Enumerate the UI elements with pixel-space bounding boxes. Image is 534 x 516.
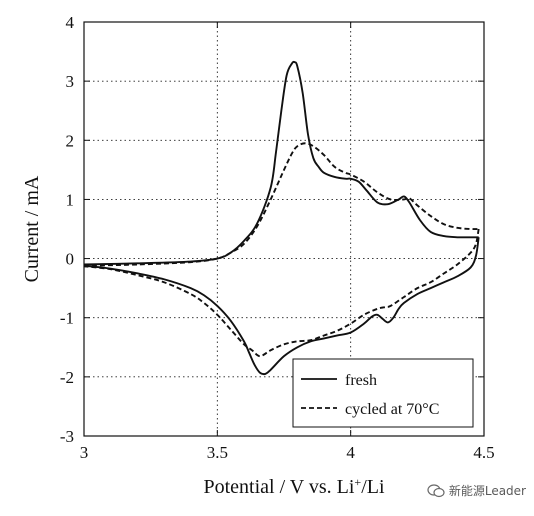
y-tick-label: 4 [66, 13, 75, 32]
legend-label-fresh: fresh [345, 372, 377, 389]
y-tick-label: 1 [66, 190, 75, 209]
series-line-fresh-anodic [83, 60, 479, 266]
x-tick-label: 3.5 [207, 443, 228, 462]
x-axis-title-tail: /Li [361, 476, 385, 498]
x-tick-label: 4.5 [473, 443, 494, 462]
legend-label-cycled: cycled at 70°C [345, 401, 439, 418]
watermark-text: 新能源Leader [448, 484, 526, 498]
x-tick-label: 3 [80, 443, 89, 462]
x-axis-title: Potential / V vs. Li+/Li [203, 475, 384, 498]
y-tick-label: 3 [66, 72, 75, 91]
wechat-bubble-icon [427, 483, 445, 497]
x-axis-title-sup: + [354, 475, 361, 489]
y-tick-label: -1 [60, 309, 74, 328]
y-tick-label: 0 [66, 250, 75, 269]
y-tick-label: -2 [60, 368, 74, 387]
series-line-cycled-cathodic [83, 228, 480, 358]
series-line-cycled-anodic [83, 142, 479, 267]
y-tick-label: 2 [66, 131, 75, 150]
series-layer [83, 60, 480, 376]
legend: fresh cycled at 70°C [292, 358, 474, 428]
x-tick-label: 4 [346, 443, 355, 462]
x-axis-title-main: Potential / V vs. Li [203, 476, 354, 498]
plot-frame [83, 21, 485, 437]
watermark: 新能源Leader [427, 482, 526, 499]
y-tick-label: -3 [60, 427, 74, 446]
legend-box [292, 358, 474, 428]
y-axis-title: Current / mA [21, 175, 43, 282]
tick-layer: 3 3.5 4 4.5 -3 -2 -1 0 1 2 3 4 [60, 13, 495, 462]
series-line-fresh-cathodic [83, 237, 480, 376]
